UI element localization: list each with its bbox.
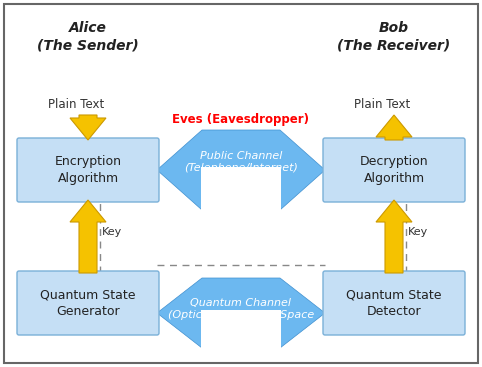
Text: Eves (Eavesdropper): Eves (Eavesdropper)	[173, 113, 309, 127]
Text: Quantum Channel
(Optic Fiber or Free Space: Quantum Channel (Optic Fiber or Free Spa…	[168, 298, 314, 320]
Polygon shape	[376, 115, 412, 140]
Polygon shape	[70, 115, 106, 140]
FancyBboxPatch shape	[201, 310, 281, 350]
Text: Key: Key	[102, 227, 122, 237]
Text: Plain Text: Plain Text	[354, 98, 410, 112]
Text: Encryption
Algorithm: Encryption Algorithm	[54, 155, 121, 185]
Text: Quantum State
Detector: Quantum State Detector	[346, 288, 442, 318]
Polygon shape	[376, 200, 412, 273]
Polygon shape	[157, 278, 325, 348]
Text: Alice
(The Sender): Alice (The Sender)	[37, 21, 139, 52]
Polygon shape	[157, 130, 325, 210]
Text: Quantum State
Generator: Quantum State Generator	[40, 288, 136, 318]
Text: Plain Text: Plain Text	[48, 98, 104, 112]
FancyBboxPatch shape	[17, 138, 159, 202]
Text: Key: Key	[408, 227, 428, 237]
FancyBboxPatch shape	[17, 271, 159, 335]
FancyBboxPatch shape	[323, 271, 465, 335]
FancyBboxPatch shape	[323, 138, 465, 202]
Polygon shape	[70, 200, 106, 273]
FancyBboxPatch shape	[201, 167, 281, 212]
Text: Bob
(The Receiver): Bob (The Receiver)	[337, 21, 451, 52]
Text: Decryption
Algorithm: Decryption Algorithm	[360, 155, 428, 185]
FancyBboxPatch shape	[4, 4, 478, 363]
Text: Public Channel
(Telephone/Internet): Public Channel (Telephone/Internet)	[184, 151, 298, 173]
